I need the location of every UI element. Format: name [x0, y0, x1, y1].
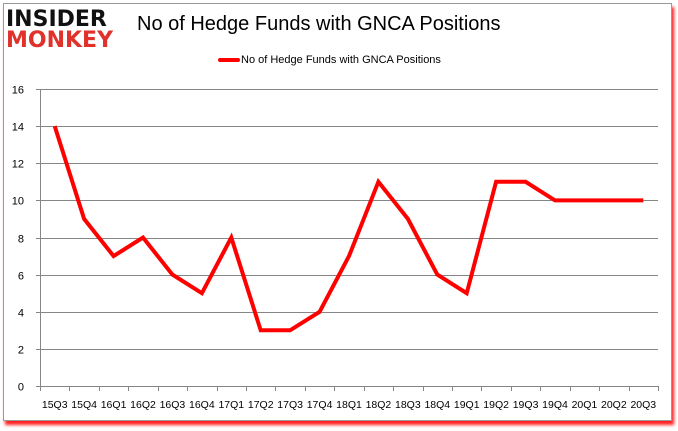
chart-title: No of Hedge Funds with GNCA Positions — [137, 13, 501, 35]
gridlines — [40, 89, 658, 350]
x-tick-label: 19Q2 — [483, 399, 509, 411]
x-tick-label: 18Q4 — [424, 399, 450, 411]
x-tick-label: 16Q3 — [160, 399, 186, 411]
y-axis: 0 2 4 6 8 10 12 14 16 — [12, 85, 41, 394]
y-tick-label: 6 — [18, 271, 24, 283]
y-tick-label: 4 — [18, 308, 24, 320]
chart-frame — [3, 3, 672, 421]
x-tick-label: 18Q2 — [366, 399, 392, 411]
data-series-line — [52, 125, 644, 333]
y-tick-label: 12 — [12, 159, 24, 171]
x-tick-label: 20Q1 — [572, 399, 598, 411]
y-tick-label: 0 — [18, 382, 24, 394]
y-tick-label: 14 — [12, 122, 24, 134]
x-tick-label: 19Q3 — [513, 399, 539, 411]
x-tick-label: 19Q4 — [542, 399, 568, 411]
y-tick-label: 16 — [12, 85, 24, 97]
y-tick-label: 2 — [18, 345, 24, 357]
x-axis: 15Q3 15Q4 16Q1 16Q2 16Q3 16Q4 17Q1 17Q2 17Q3 17Q4… — [40, 386, 659, 411]
x-tick-label: 16Q4 — [189, 399, 215, 411]
x-tick-label: 19Q1 — [454, 399, 480, 411]
chart-legend: No of Hedge Funds with GNCA Positions — [218, 54, 441, 66]
y-tick-label: 10 — [12, 196, 24, 208]
x-tick-label: 18Q3 — [395, 399, 421, 411]
x-tick-label: 16Q2 — [130, 399, 156, 411]
logo-line-2: MONKEY — [6, 28, 114, 53]
legend-label: No of Hedge Funds with GNCA Positions — [241, 54, 441, 66]
logo-line-1: INSIDER — [6, 7, 107, 32]
x-tick-label: 17Q1 — [218, 399, 244, 411]
x-tick-label: 18Q1 — [336, 399, 362, 411]
x-tick-label: 15Q3 — [42, 399, 68, 411]
x-tick-label: 15Q4 — [71, 399, 97, 411]
x-tick-label: 16Q1 — [101, 399, 127, 411]
y-tick-label: 8 — [18, 234, 24, 246]
insider-monkey-logo: INSIDER MONKEY — [6, 9, 126, 52]
x-tick-label: 17Q2 — [248, 399, 274, 411]
legend-swatch — [218, 58, 240, 62]
x-tick-label: 17Q3 — [277, 399, 303, 411]
x-tick-label: 20Q3 — [630, 399, 656, 411]
x-tick-label: 17Q4 — [307, 399, 333, 411]
x-tick-label: 20Q2 — [601, 399, 627, 411]
